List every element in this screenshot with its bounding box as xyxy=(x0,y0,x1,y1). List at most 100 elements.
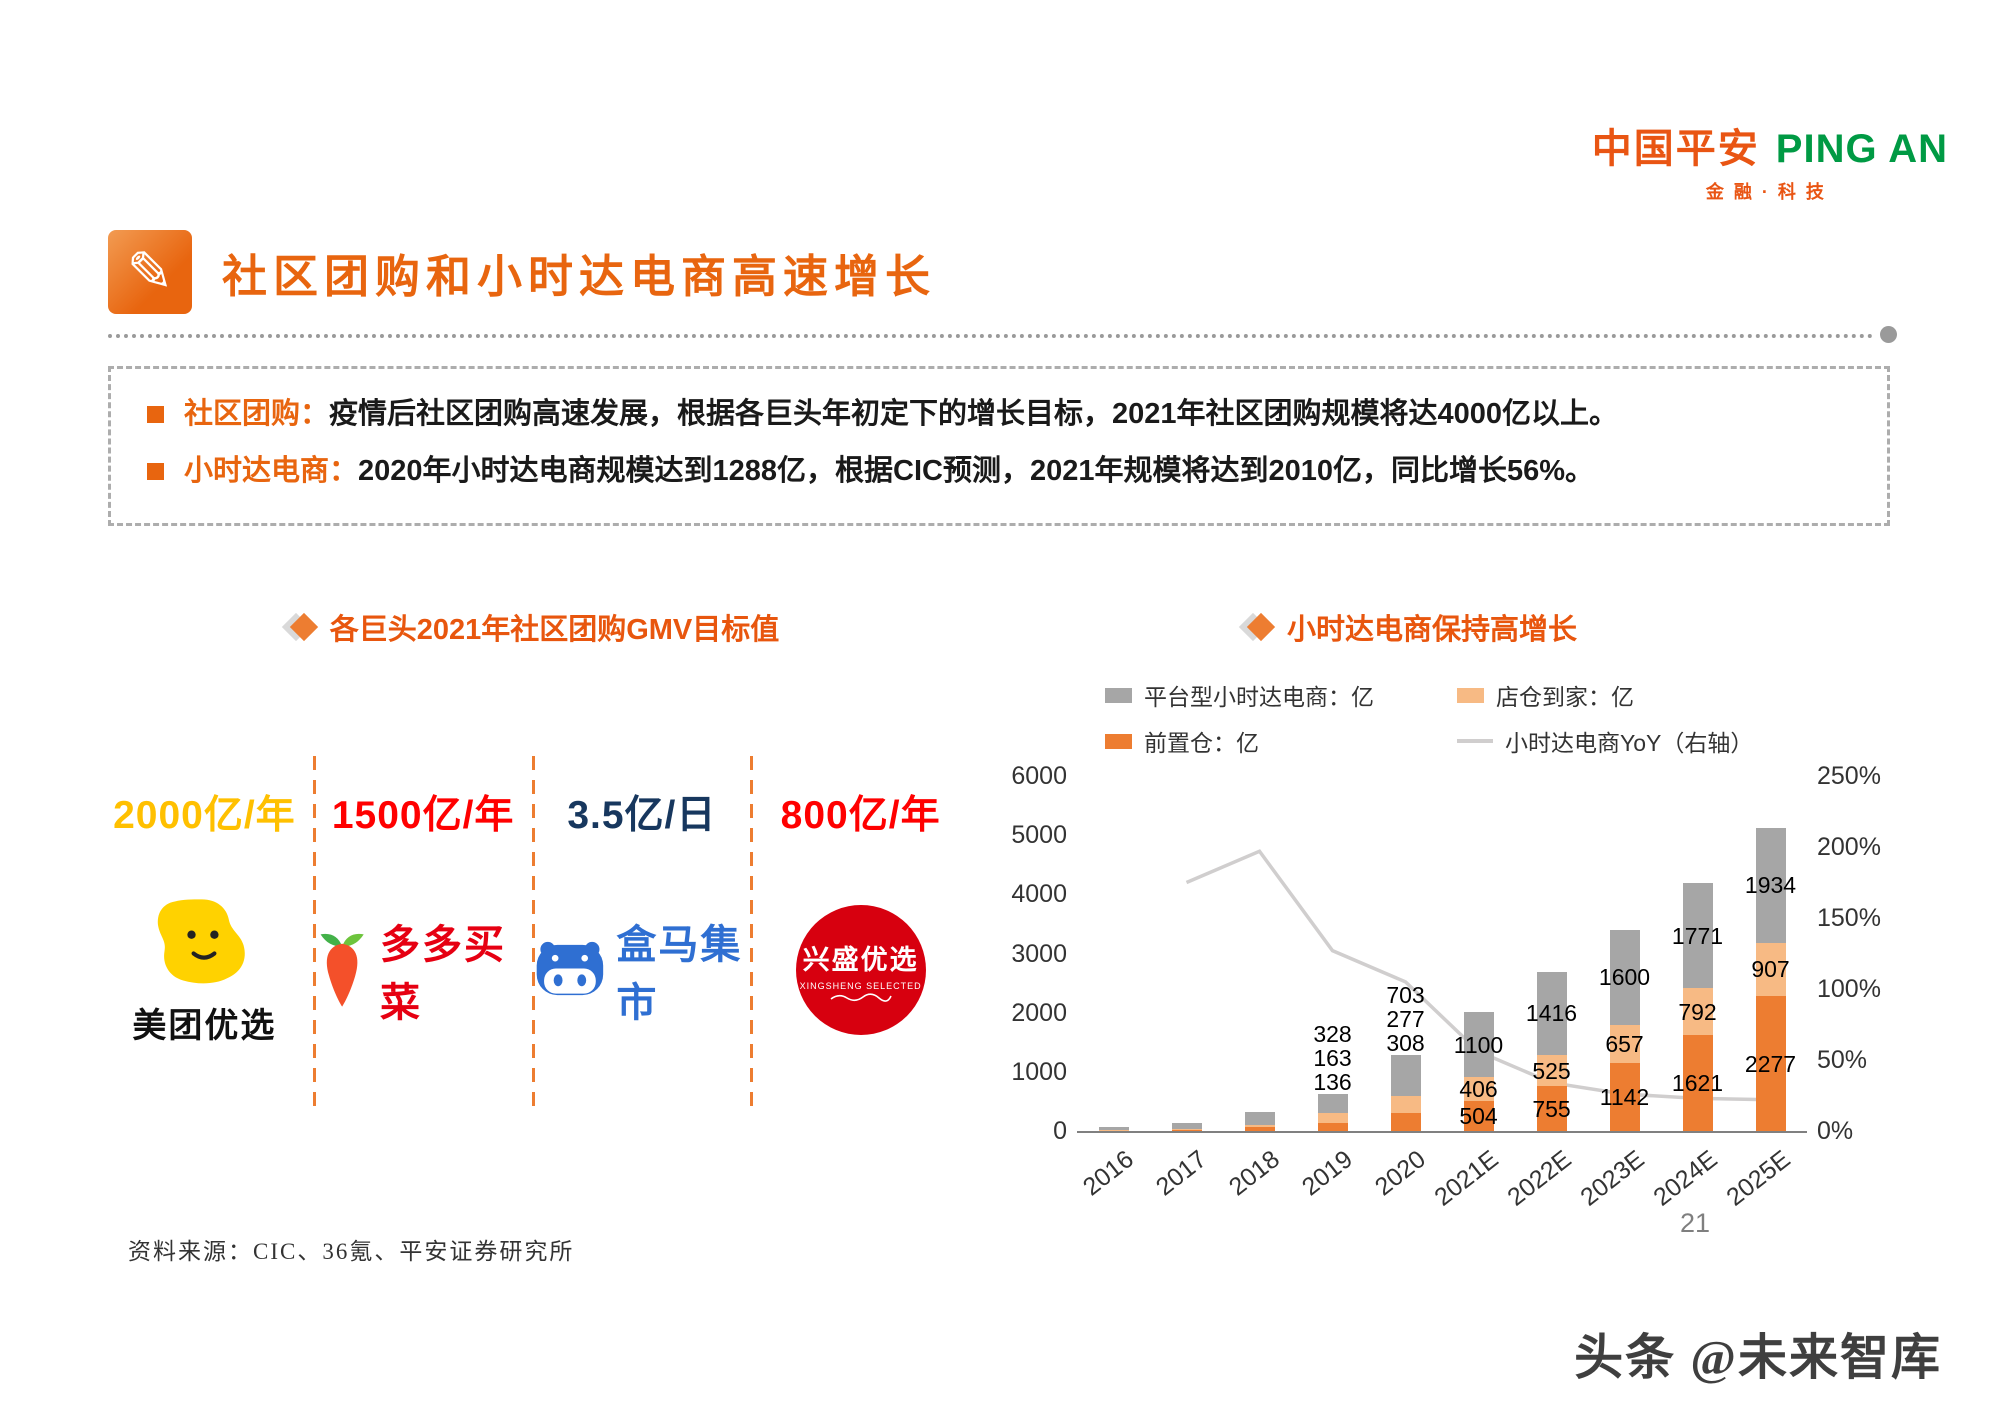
bar-segment xyxy=(1390,1054,1421,1097)
axis-tick: 5000 xyxy=(1011,821,1067,850)
bar-segment xyxy=(1682,988,1713,1036)
bar-segment xyxy=(1244,1124,1275,1128)
xingsheng-youxuan-logo: 兴盛优选 XINGSHENG SELECTED xyxy=(795,840,926,1118)
x-axis-label: 2020 xyxy=(1369,1145,1431,1202)
axis-tick: 50% xyxy=(1817,1046,1868,1074)
bar-segment xyxy=(1609,1024,1640,1064)
axis-tick: 6000 xyxy=(1011,762,1067,790)
bar-segment xyxy=(1244,1112,1275,1125)
page-number: 21 xyxy=(1680,1208,1711,1238)
bar-segment xyxy=(1171,1128,1202,1130)
company-name: 美团优选 xyxy=(132,1006,277,1045)
axis-tick: 0 xyxy=(1053,1117,1067,1145)
bullet-label: 小时达电商： xyxy=(184,455,359,488)
bar-segment xyxy=(1171,1122,1202,1129)
company-name: 多多买菜 xyxy=(380,923,507,1025)
legend-item: 小时达电商YoY（右轴） xyxy=(1457,724,1905,758)
chart-legend: 平台型小时达电商：亿 店仓到家：亿前置仓：亿 小时达电商YoY（右轴） xyxy=(1105,678,1905,758)
bar-value-label: 1600 xyxy=(1598,964,1651,991)
bar-value-label: 136 xyxy=(1313,1068,1352,1095)
axis-tick: 4000 xyxy=(1011,880,1067,909)
bar-value-label: 308 xyxy=(1386,1029,1425,1056)
x-axis-label: 2023E xyxy=(1575,1145,1650,1212)
bar-value-label: 2277 xyxy=(1744,1050,1797,1077)
x-axis-label: 2025E xyxy=(1721,1145,1796,1212)
chart-area: 6000 5000 4000 3000 2000 1000 0 136 163 328 308 27… xyxy=(1005,762,1905,1145)
bar-segment xyxy=(1390,1112,1421,1131)
bar-segment xyxy=(1682,883,1713,989)
company-meituan: 2000亿/年 美团优选 xyxy=(95,738,316,1118)
axis-tick: 200% xyxy=(1817,833,1881,861)
divider-end-dot xyxy=(1880,326,1897,343)
bar-value-label: 525 xyxy=(1532,1057,1571,1084)
hourly-ecommerce-chart: 平台型小时达电商：亿 店仓到家：亿前置仓：亿 小时达电商YoY（右轴） 6000 50… xyxy=(1005,678,1905,1212)
community-group-buy-panel: 2000亿/年 美团优选 1500亿/年 xyxy=(95,738,970,1118)
x-axis-label: 2018 xyxy=(1223,1145,1285,1202)
bar-segment xyxy=(1682,1035,1713,1131)
legend-label: 店仓到家：亿 xyxy=(1496,684,1634,710)
source-note: 资料来源：CIC、36氪、平安证券研究所 xyxy=(128,1239,575,1264)
axis-tick: 0% xyxy=(1817,1117,1854,1145)
bar-segment xyxy=(1609,929,1640,1025)
legend-box-swatch xyxy=(1457,687,1484,703)
axis-tick: 250% xyxy=(1817,762,1881,790)
bar-value-label: 792 xyxy=(1678,998,1717,1025)
bar-value-label: 907 xyxy=(1751,956,1790,983)
slogan-squiggle xyxy=(830,992,892,1002)
bar-segment xyxy=(1244,1127,1275,1131)
x-axis-label: 2022E xyxy=(1502,1145,1577,1212)
pingan-logo-cn: 中国平安 xyxy=(1591,127,1760,171)
axis-tick: 3000 xyxy=(1011,939,1067,968)
gmv-target-value: 1500亿/年 xyxy=(331,794,515,837)
axis-tick: 2000 xyxy=(1011,998,1067,1027)
bar-value-label: 1142 xyxy=(1599,1084,1650,1111)
legend-box-swatch xyxy=(1105,733,1132,749)
watermark: 头条 @未来智库 xyxy=(1574,1330,1942,1385)
bar-value-label: 406 xyxy=(1459,1076,1498,1103)
legend-item: 前置仓：亿 xyxy=(1105,724,1457,758)
bar-segment xyxy=(1098,1127,1129,1130)
bar-segment xyxy=(1317,1122,1348,1131)
company-xingsheng: 800亿/年 兴盛优选 XINGSHENG SELECTED xyxy=(751,738,970,1118)
legend-label: 小时达电商YoY（右轴） xyxy=(1505,730,1754,756)
bar-segment xyxy=(1317,1093,1348,1114)
axis-tick: 100% xyxy=(1817,975,1881,1003)
bar-value-label: 703 xyxy=(1386,981,1425,1008)
bar-segment xyxy=(1755,828,1786,943)
bullet-text: 疫情后社区团购高速发展，根据各巨头年初定下的增长目标，2021年社区团购规模将达… xyxy=(329,398,1619,430)
bullet-label: 社区团购： xyxy=(184,398,330,430)
x-axis-label: 2024E xyxy=(1648,1145,1723,1212)
right-section-title: 小时达电商保持高增长 xyxy=(1130,606,1690,648)
bar-value-label: 504 xyxy=(1459,1103,1498,1130)
axis-tick: 1000 xyxy=(1011,1057,1067,1086)
meituan-kangaroo-icon xyxy=(158,898,246,983)
bar-value-label: 328 xyxy=(1313,1020,1352,1047)
bar-segment xyxy=(1171,1129,1202,1131)
company-name: 兴盛优选 xyxy=(802,944,919,975)
duoduo-maicai-logo: 多多买菜 xyxy=(314,840,533,1118)
bar-segment xyxy=(1536,1055,1567,1087)
bullet-text: 2020年小时达电商规模达到1288亿，根据CIC预测，2021年规模将达到20… xyxy=(358,455,1595,488)
x-axis-label: 2019 xyxy=(1296,1145,1358,1202)
hippo-icon xyxy=(536,941,603,996)
gmv-target-value: 3.5亿/日 xyxy=(567,794,717,837)
legend-label: 前置仓：亿 xyxy=(1144,730,1259,756)
bullet-hourly-ecommerce: 小时达电商： 2020年小时达电商规模达到1288亿，根据CIC预测，2021年… xyxy=(143,452,1855,491)
bar-segment xyxy=(1536,1086,1567,1131)
chart-plot: 136 163 328 308 277 703 504 406 1100 755 525 1416 11… xyxy=(1077,776,1807,1133)
legend-label: 平台型小时达电商：亿 xyxy=(1144,684,1374,710)
carrot-icon xyxy=(320,933,364,1007)
bar-value-label: 1934 xyxy=(1744,872,1797,899)
bar-value-label: 163 xyxy=(1313,1044,1352,1071)
bar-value-label: 1416 xyxy=(1525,1000,1578,1027)
gmv-target-value: 800亿/年 xyxy=(780,794,941,837)
bullet-square-icon xyxy=(147,463,164,481)
company-duoduo: 1500亿/年 多多买菜 xyxy=(314,738,535,1118)
legend-item: 店仓到家：亿 xyxy=(1457,678,1905,712)
x-axis-label: 2017 xyxy=(1150,1145,1212,1202)
pingan-logo: 中国平安 PING AN 金融·科技 xyxy=(1592,116,1948,204)
xingsheng-circle-badge: 兴盛优选 XINGSHENG SELECTED xyxy=(795,905,926,1035)
company-name: 盒马集市 xyxy=(616,923,743,1025)
bar-value-label: 657 xyxy=(1605,1030,1644,1057)
x-axis: 2016 2017 2018 2019 2020 2021E 2022E 2023E 2024E… xyxy=(1077,1133,1807,1212)
